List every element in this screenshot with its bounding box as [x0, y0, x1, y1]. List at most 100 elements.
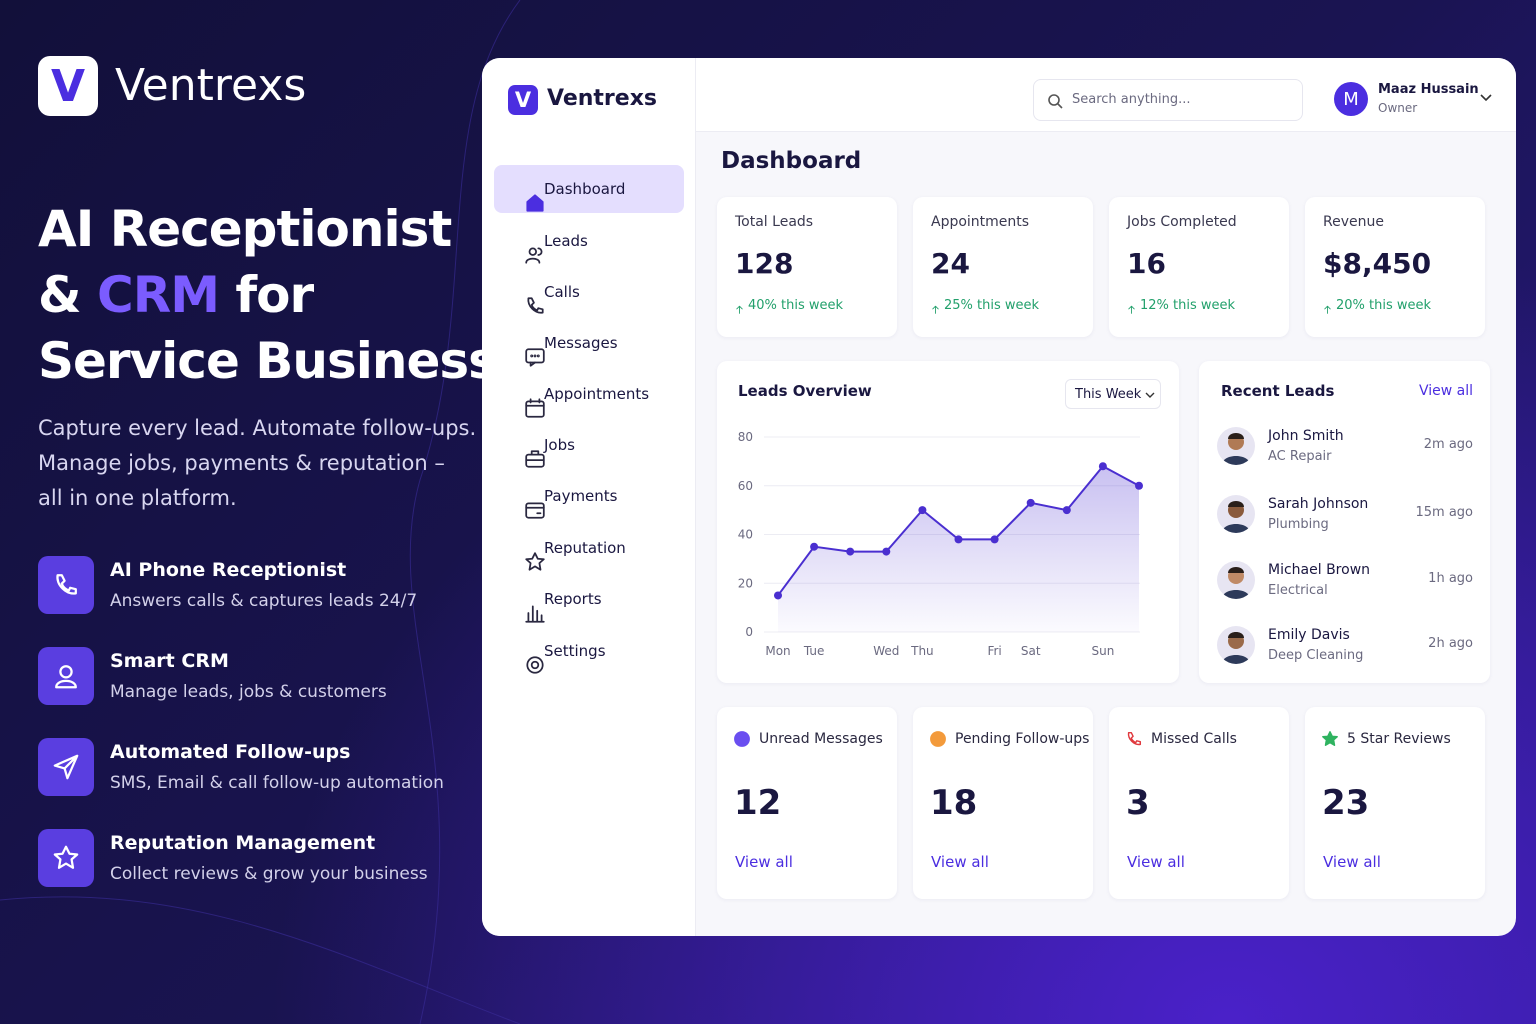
feature-icon: [38, 647, 94, 705]
nav-item[interactable]: Calls: [494, 268, 684, 316]
nav-item[interactable]: Reputation: [494, 524, 684, 572]
stat-label: Total Leads: [735, 214, 814, 230]
page-title: Dashboard: [721, 148, 862, 174]
lead-service: AC Repair: [1268, 449, 1332, 464]
summary-link[interactable]: View all: [1323, 853, 1381, 871]
point: [1062, 506, 1071, 515]
hero-title: Service Businesses: [38, 332, 560, 390]
lead-avatar: [1217, 427, 1255, 465]
x-tick-label: Sun: [1091, 644, 1114, 658]
icon: [1125, 730, 1143, 752]
y-tick-label: 40: [738, 528, 753, 542]
nav-item[interactable]: Appointments: [494, 370, 684, 418]
period-select[interactable]: This Week: [1065, 379, 1161, 409]
summary-label: 5 Star Reviews: [1347, 731, 1451, 747]
subtitle-line: Manage jobs, payments & reputation –: [38, 451, 445, 475]
lead-name: John Smith: [1268, 428, 1344, 444]
recent-leads-card: Recent Leads View all John Smith AC Repai…: [1199, 361, 1490, 683]
sidebar: V Ventrexs Dashboard Leads Calls Messages Ap…: [482, 58, 696, 936]
y-tick-label: 20: [738, 576, 753, 590]
feature-title: Smart CRM: [110, 650, 229, 672]
search-box[interactable]: Search anything...: [1033, 79, 1303, 121]
search-placeholder: Search anything...: [1072, 92, 1191, 107]
x-tick-label: Sat: [1021, 644, 1041, 658]
chart-card: Leads Overview This Week 0 20 40 60 80 Mon Tue…: [717, 361, 1179, 683]
dropdown-caret[interactable]: [1480, 94, 1492, 102]
nav-label: Reports: [544, 590, 602, 608]
stat-label: Jobs Completed: [1127, 214, 1237, 230]
summary-card: Pending Follow-ups 18 View all: [913, 707, 1093, 899]
summary-link[interactable]: View all: [1127, 853, 1185, 871]
lead-name: Sarah Johnson: [1268, 496, 1369, 512]
title-part: for: [235, 266, 314, 324]
feature-title: Reputation Management: [110, 832, 376, 854]
icon: [1321, 730, 1339, 752]
point: [810, 542, 819, 551]
x-tick-label: Mon: [765, 644, 790, 658]
lead-service: Electrical: [1268, 583, 1328, 598]
subtitle-line: all in one platform.: [38, 486, 237, 510]
chart-title: Leads Overview: [738, 382, 872, 400]
app-logo: V: [508, 85, 538, 115]
user-avatar[interactable]: M: [1334, 82, 1368, 116]
nav-label: Appointments: [544, 385, 650, 403]
avatar-face: [1222, 501, 1250, 533]
nav-item[interactable]: Messages: [494, 319, 684, 367]
feature-description: Manage leads, jobs & customers: [110, 682, 387, 702]
point: [1026, 498, 1035, 507]
icon: [1322, 300, 1333, 319]
top-bar: Search anything... M Maaz Hussain Owner: [696, 58, 1516, 132]
nav-label: Messages: [544, 334, 618, 352]
nav-item[interactable]: Jobs: [494, 421, 684, 469]
hero-title: & CRM for: [38, 266, 314, 324]
nav-item[interactable]: Dashboard: [494, 165, 684, 213]
feature-title: Automated Follow-ups: [110, 741, 351, 763]
summary-link[interactable]: View all: [735, 853, 793, 871]
title-part: &: [38, 266, 82, 324]
view-all[interactable]: View all: [1418, 383, 1473, 399]
summary-card: 5 Star Reviews 23 View all: [1305, 707, 1485, 899]
icon: [733, 730, 751, 752]
y-tick-label: 0: [745, 625, 753, 639]
point: [1135, 481, 1143, 490]
feature-description: Answers calls & captures leads 24/7: [110, 591, 418, 611]
summary-label: Pending Follow-ups: [955, 731, 1090, 747]
stat-value: 24: [931, 247, 970, 280]
point: [990, 535, 999, 544]
search-icon: [1048, 94, 1063, 109]
stat-change: 12% this week: [1140, 298, 1236, 313]
nav-item[interactable]: Payments: [494, 472, 684, 520]
stat-change: 25% this week: [944, 298, 1040, 313]
summary-value: 18: [930, 783, 978, 823]
summary-card: Unread Messages 12 View all: [717, 707, 897, 899]
area: [778, 466, 1139, 632]
icon: [929, 730, 947, 752]
nav-label: Reputation: [544, 539, 626, 557]
icon: [52, 662, 80, 694]
lead-avatar: [1217, 626, 1255, 664]
stat-label: Revenue: [1323, 214, 1384, 230]
avatar-face: [1222, 433, 1250, 465]
point: [954, 535, 963, 544]
user-name: Maaz Hussain: [1378, 82, 1479, 97]
feature-description: SMS, Email & call follow-up automation: [110, 773, 444, 793]
lead-service: Deep Cleaning: [1268, 648, 1364, 663]
summary-value: 23: [1322, 783, 1370, 823]
icon: [734, 300, 745, 319]
app-brand: Ventrexs: [547, 86, 657, 111]
icon: [52, 844, 80, 876]
stat-label: Appointments: [931, 214, 1030, 230]
hero-title: AI Receptionist: [38, 200, 452, 258]
nav-item[interactable]: Settings: [494, 627, 684, 675]
feature-icon: [38, 738, 94, 796]
stat-change: 20% this week: [1336, 298, 1432, 313]
stat-value: $8,450: [1323, 247, 1432, 280]
summary-link[interactable]: View all: [931, 853, 989, 871]
nav-item[interactable]: Reports: [494, 575, 684, 623]
stat-card: Revenue $8,450 20% this week: [1305, 197, 1485, 337]
nav-item[interactable]: Leads: [494, 217, 684, 265]
lead-time: 2m ago: [1423, 437, 1473, 452]
lead-avatar: [1217, 561, 1255, 599]
icon: [52, 571, 80, 603]
